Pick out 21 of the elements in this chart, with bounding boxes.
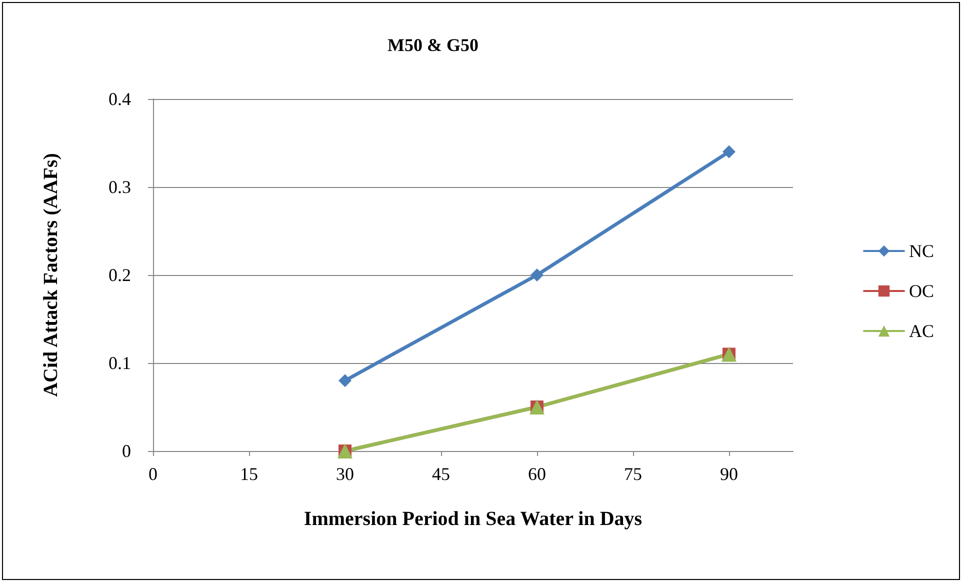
- y-tick-label: 0.4: [108, 89, 131, 109]
- chart-title: M50 & G50: [388, 35, 478, 55]
- x-tick-label: 15: [240, 464, 258, 484]
- legend-label: NC: [908, 241, 934, 261]
- x-axis-title: Immersion Period in Sea Water in Days: [304, 508, 642, 530]
- point: [722, 145, 736, 158]
- y-tick-label: 0.2: [108, 265, 131, 285]
- y-axis-title: ACid Attack Factors (AAFs): [40, 153, 62, 397]
- y-tick-label: 0: [122, 441, 131, 461]
- point: [530, 268, 544, 282]
- y-tick-label: 0.1: [108, 353, 131, 373]
- x-tick-label: 30: [336, 464, 354, 484]
- legend-label: AC: [908, 321, 934, 341]
- x-tick-label: 60: [528, 464, 546, 484]
- x-tick-label: 75: [624, 464, 642, 484]
- legend-label: OC: [908, 281, 934, 301]
- y-tick-label: 0.3: [108, 177, 131, 197]
- point: [338, 374, 352, 388]
- x-tick-label: 90: [720, 464, 738, 484]
- x-tick-label: 45: [432, 464, 450, 484]
- x-tick-label: 0: [148, 464, 158, 484]
